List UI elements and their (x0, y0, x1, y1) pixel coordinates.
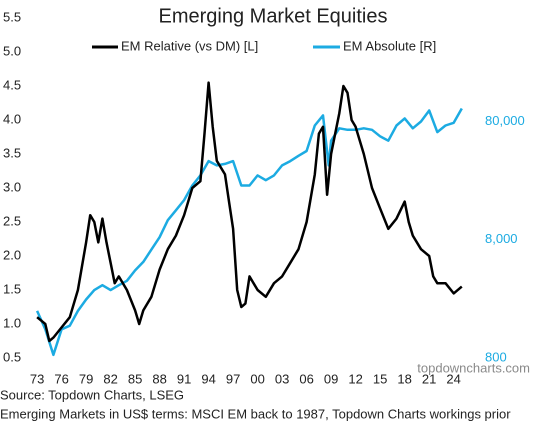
note: Emerging Markets in US$ terms: MSCI EM b… (0, 406, 511, 421)
y-tick-label: 0.5 (3, 349, 21, 364)
source: Source: Topdown Charts, LSEG (0, 387, 184, 402)
x-tick-label: 21 (422, 371, 436, 386)
legend-label: EM Absolute [R] (343, 38, 436, 53)
y-tick-label: 1.0 (3, 315, 21, 330)
x-tick-label: 82 (103, 371, 117, 386)
x-tick-label: 09 (324, 371, 338, 386)
x-tick-label: 76 (54, 371, 68, 386)
y-tick-label: 4.5 (3, 77, 21, 92)
y-tick-label: 5.0 (3, 43, 21, 58)
y-tick-label: 4.0 (3, 111, 21, 126)
x-tick-label: 00 (250, 371, 264, 386)
y-tick-label: 5.5 (3, 9, 21, 24)
y-tick-label: 2.5 (3, 213, 21, 228)
x-tick-label: 73 (30, 371, 44, 386)
x-tick-label: 15 (373, 371, 387, 386)
x-tick-label: 94 (201, 371, 215, 386)
chart-title: Emerging Market Equities (159, 5, 388, 27)
y-tick-label: 2.0 (3, 247, 21, 262)
y2-tick-label: 8,000 (485, 231, 518, 246)
y-tick-label: 3.5 (3, 145, 21, 160)
x-tick-label: 97 (226, 371, 240, 386)
x-tick-label: 85 (128, 371, 142, 386)
y-tick-label: 3.0 (3, 179, 21, 194)
y2-tick-label: 80,000 (485, 113, 525, 128)
y2-tick-label: 800 (485, 349, 507, 364)
x-tick-label: 12 (348, 371, 362, 386)
y-tick-label: 1.5 (3, 281, 21, 296)
x-tick-label: 91 (177, 371, 191, 386)
x-tick-label: 79 (79, 371, 93, 386)
legend-label: EM Relative (vs DM) [L] (121, 38, 258, 53)
x-tick-label: 03 (275, 371, 289, 386)
x-tick-label: 88 (152, 371, 166, 386)
x-tick-label: 18 (397, 371, 411, 386)
watermark: topdowncharts.com (417, 360, 530, 375)
series-line (35, 107, 463, 357)
series-line (36, 81, 463, 343)
x-tick-label: 24 (446, 371, 460, 386)
x-tick-label: 06 (299, 371, 313, 386)
